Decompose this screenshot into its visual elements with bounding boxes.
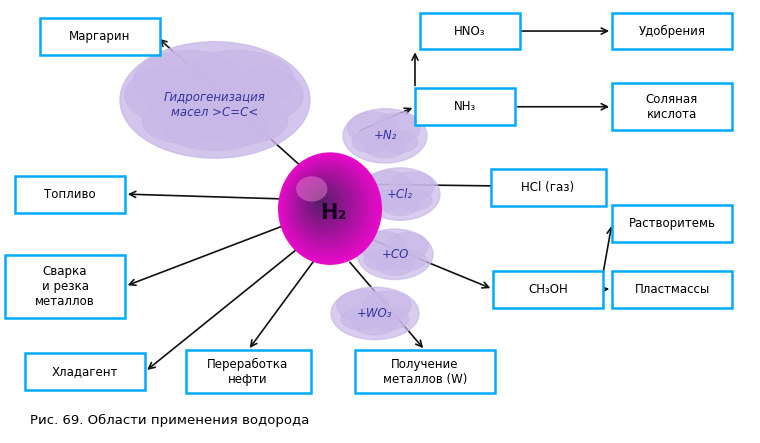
Ellipse shape [374, 113, 420, 143]
Ellipse shape [282, 157, 375, 258]
Ellipse shape [296, 174, 354, 236]
FancyBboxPatch shape [493, 271, 603, 307]
Ellipse shape [307, 186, 338, 220]
Ellipse shape [380, 131, 418, 152]
Text: Получение
металлов (W): Получение металлов (W) [383, 358, 467, 386]
Text: NH₃: NH₃ [454, 100, 476, 113]
FancyBboxPatch shape [5, 255, 125, 318]
Ellipse shape [360, 231, 406, 262]
Ellipse shape [227, 69, 303, 121]
Text: Соляная
кислота: Соляная кислота [646, 93, 698, 121]
Ellipse shape [293, 169, 360, 242]
Text: +CO: +CO [382, 248, 409, 261]
FancyBboxPatch shape [40, 19, 160, 55]
FancyBboxPatch shape [415, 88, 515, 125]
Text: Рис. 69. Области применения водорода: Рис. 69. Области применения водорода [30, 414, 310, 427]
Text: Пластмассы: Пластмассы [635, 283, 710, 295]
FancyBboxPatch shape [185, 350, 311, 393]
Text: CH₃OH: CH₃OH [528, 283, 568, 295]
Ellipse shape [290, 167, 363, 245]
Ellipse shape [352, 131, 390, 152]
Text: Удобрения: Удобрения [638, 24, 705, 38]
Ellipse shape [364, 171, 412, 202]
FancyBboxPatch shape [420, 12, 520, 50]
FancyBboxPatch shape [355, 350, 495, 393]
Ellipse shape [133, 51, 247, 114]
Text: Топливо: Топливо [44, 187, 96, 201]
Text: Маргарин: Маргарин [69, 31, 131, 43]
Ellipse shape [296, 176, 328, 202]
Ellipse shape [363, 291, 411, 320]
Ellipse shape [280, 155, 379, 262]
Ellipse shape [360, 168, 440, 220]
Ellipse shape [287, 162, 369, 252]
FancyBboxPatch shape [612, 205, 732, 241]
Ellipse shape [357, 229, 433, 280]
Ellipse shape [315, 195, 326, 207]
Ellipse shape [380, 192, 420, 216]
Ellipse shape [278, 152, 382, 265]
Ellipse shape [305, 183, 341, 223]
Ellipse shape [318, 198, 323, 203]
Ellipse shape [180, 50, 294, 111]
Ellipse shape [120, 42, 310, 158]
Ellipse shape [364, 250, 398, 270]
Ellipse shape [386, 233, 428, 260]
Ellipse shape [331, 287, 419, 340]
Ellipse shape [343, 109, 427, 163]
FancyBboxPatch shape [25, 353, 145, 390]
Text: HCl (газ): HCl (газ) [521, 181, 575, 194]
Ellipse shape [396, 190, 432, 210]
Ellipse shape [163, 104, 268, 151]
Ellipse shape [312, 190, 332, 213]
Ellipse shape [337, 290, 389, 321]
Ellipse shape [392, 250, 426, 270]
Text: Гидрогенизация
масел >C=C<: Гидрогенизация масел >C=C< [164, 91, 266, 119]
Text: Хладагент: Хладагент [52, 365, 119, 378]
Ellipse shape [348, 112, 398, 144]
Ellipse shape [142, 99, 228, 144]
FancyBboxPatch shape [15, 175, 125, 213]
Text: H₂: H₂ [320, 202, 347, 222]
Text: Сварка
и резка
металлов: Сварка и резка металлов [35, 265, 95, 308]
Ellipse shape [341, 309, 381, 330]
Text: +WO₃: +WO₃ [357, 307, 393, 320]
Ellipse shape [125, 69, 201, 121]
Text: +N₂: +N₂ [373, 129, 397, 142]
Ellipse shape [390, 172, 434, 201]
Ellipse shape [202, 99, 288, 144]
Ellipse shape [376, 253, 414, 275]
Ellipse shape [353, 311, 397, 335]
Ellipse shape [301, 179, 347, 229]
FancyBboxPatch shape [612, 12, 732, 50]
Ellipse shape [313, 193, 329, 210]
Ellipse shape [299, 176, 351, 233]
Ellipse shape [364, 133, 406, 158]
Text: Растворитемь: Растворитемь [629, 217, 715, 229]
Text: +Cl₂: +Cl₂ [387, 187, 413, 201]
Ellipse shape [369, 309, 409, 330]
Ellipse shape [288, 164, 366, 249]
Text: HNO₃: HNO₃ [454, 24, 486, 38]
FancyBboxPatch shape [490, 169, 606, 206]
Ellipse shape [295, 171, 357, 239]
Text: Переработка
нефти: Переработка нефти [207, 358, 289, 386]
Ellipse shape [368, 190, 404, 210]
Ellipse shape [303, 181, 344, 226]
Ellipse shape [284, 159, 372, 255]
Ellipse shape [309, 188, 335, 216]
FancyBboxPatch shape [612, 271, 732, 307]
FancyBboxPatch shape [612, 83, 732, 130]
